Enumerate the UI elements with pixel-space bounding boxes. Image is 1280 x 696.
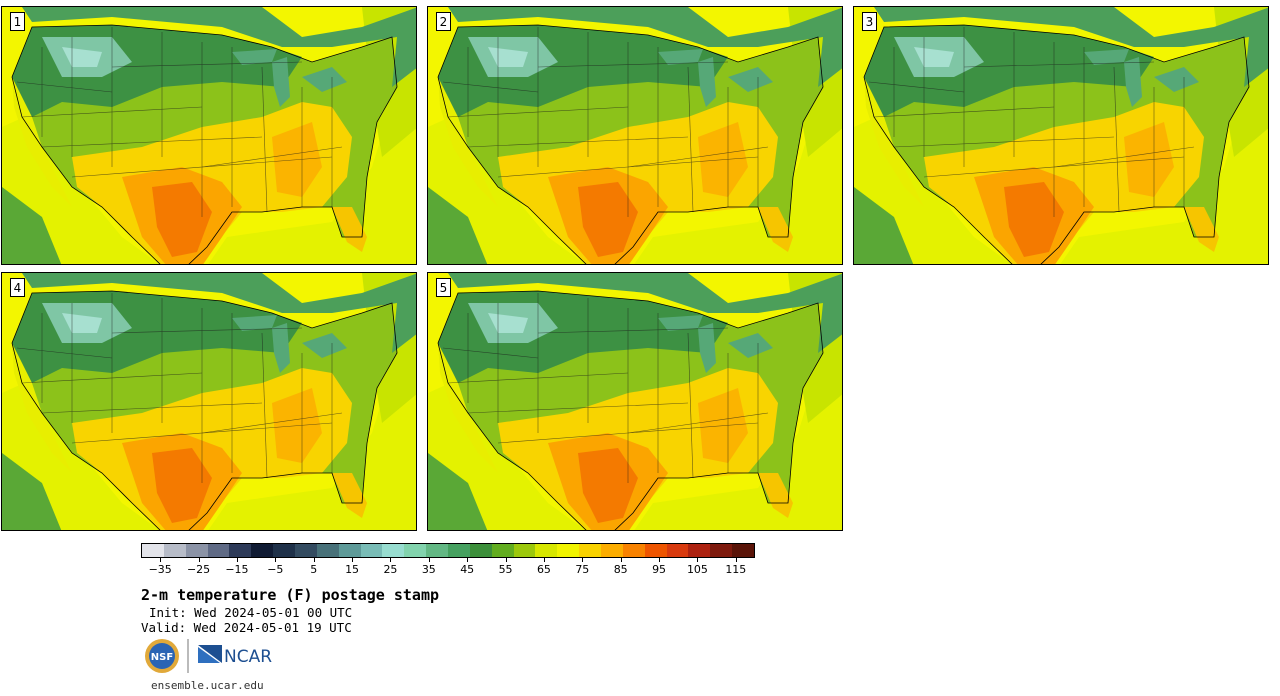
colorbar-bin	[688, 544, 711, 557]
colorbar-tick	[467, 558, 469, 562]
colorbar-bin	[338, 544, 361, 557]
colorbar-bin	[360, 544, 383, 557]
colorbar-bin	[316, 544, 339, 557]
colorbar-tick	[198, 558, 200, 562]
colorbar-tick	[352, 558, 354, 562]
colorbar-bin	[142, 544, 164, 557]
colorbar-tick-label: 105	[686, 563, 708, 576]
colorbar-tick-label: −35	[148, 563, 172, 576]
init-time: Init: Wed 2024-05-01 00 UTC	[149, 605, 353, 620]
colorbar-tick	[236, 558, 238, 562]
colorbar-bin	[644, 544, 667, 557]
colorbar-tick-label: 35	[421, 563, 436, 576]
valid-time: Valid: Wed 2024-05-01 19 UTC	[141, 620, 352, 635]
colorbar-tick	[428, 558, 430, 562]
colorbar-tick	[275, 558, 277, 562]
colorbar-bin	[666, 544, 689, 557]
map-panel-4: 4	[1, 272, 417, 531]
colorbar-tick-label: 115	[725, 563, 747, 576]
colorbar-bin	[163, 544, 186, 557]
chart-title: 2-m temperature (F) postage stamp	[141, 586, 440, 604]
colorbar-bin	[579, 544, 602, 557]
colorbar-bin	[513, 544, 536, 557]
colorbar-tick-label: −15	[225, 563, 249, 576]
panel-label-3: 3	[862, 12, 877, 31]
colorbar-bin	[448, 544, 470, 557]
colorbar-tick	[620, 558, 622, 562]
colorbar-tick	[697, 558, 699, 562]
colorbar-bin	[710, 544, 733, 557]
logo-area: NSF NCAR	[144, 637, 284, 675]
colorbar-tick-label: 25	[383, 563, 398, 576]
panel-label-2: 2	[436, 12, 451, 31]
temperature-colorbar	[141, 543, 755, 558]
colorbar-tick-label: −5	[267, 563, 284, 576]
colorbar-tick-label: 45	[460, 563, 475, 576]
map-panel-5: 5	[427, 272, 843, 531]
colorbar-bin	[491, 544, 514, 557]
colorbar-bin	[469, 544, 492, 557]
map-panel-2: 2	[427, 6, 843, 265]
colorbar-bin	[207, 544, 230, 557]
colorbar-tick-label: −25	[186, 563, 211, 576]
colorbar-tick-label: 55	[498, 563, 513, 576]
map-panel-3: 3	[853, 6, 1269, 265]
colorbar-bin	[295, 544, 317, 557]
colorbar-bin	[601, 544, 623, 557]
colorbar-bin	[426, 544, 449, 557]
colorbar-tick-label: 65	[536, 563, 551, 576]
panel-label-4: 4	[10, 278, 25, 297]
colorbar-bin	[404, 544, 427, 557]
map-panel-1: 1	[1, 6, 417, 265]
colorbar-bin	[535, 544, 558, 557]
colorbar-bin	[557, 544, 580, 557]
colorbar-tick-label: 95	[652, 563, 667, 576]
colorbar-tick	[543, 558, 545, 562]
colorbar-tick	[505, 558, 507, 562]
colorbar-tick	[313, 558, 315, 562]
colorbar-tick-label: 15	[345, 563, 360, 576]
colorbar-tick-label: 75	[575, 563, 590, 576]
colorbar-tick	[735, 558, 737, 562]
nsf-logo: NSF	[145, 639, 179, 673]
colorbar-bin	[382, 544, 405, 557]
colorbar-bin	[251, 544, 274, 557]
colorbar-bin	[229, 544, 252, 557]
colorbar-bin	[185, 544, 208, 557]
footer-url[interactable]: ensemble.ucar.edu	[151, 679, 264, 692]
nsf-logo-text: NSF	[151, 652, 173, 663]
colorbar-bin	[732, 544, 755, 557]
ncar-logo-text: NCAR	[224, 647, 272, 667]
colorbar-tick	[160, 558, 162, 562]
colorbar-bin	[622, 544, 645, 557]
panel-label-5: 5	[436, 278, 451, 297]
colorbar-tick-label: 5	[310, 563, 318, 576]
colorbar-bin	[273, 544, 296, 557]
colorbar-tick	[582, 558, 584, 562]
colorbar-tick	[659, 558, 661, 562]
ncar-logo: NCAR	[198, 645, 272, 667]
colorbar-tick	[390, 558, 392, 562]
panel-label-1: 1	[10, 12, 25, 31]
colorbar-tick-label: 85	[613, 563, 628, 576]
